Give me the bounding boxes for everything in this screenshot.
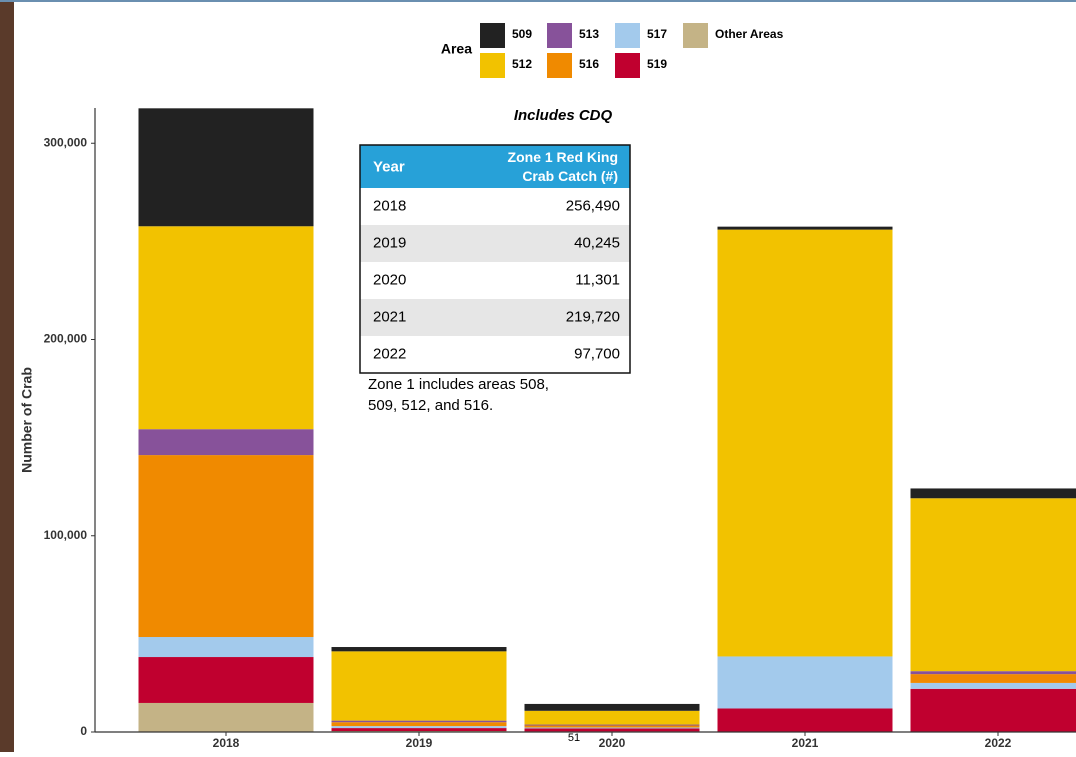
y-tick-label: 0 bbox=[80, 724, 87, 738]
legend-title: Area bbox=[441, 41, 472, 57]
bar-segment bbox=[332, 647, 507, 651]
bar-segment bbox=[525, 728, 700, 731]
x-tick-label: 2019 bbox=[406, 736, 433, 750]
bar-segment bbox=[139, 108, 314, 226]
bar-segment bbox=[525, 725, 700, 726]
bar-segment bbox=[911, 671, 1076, 674]
header-line: Zone 1 Red King bbox=[508, 149, 618, 165]
chart: Number of Crab Includes CDQ Area 51 0 100… bbox=[0, 0, 1076, 752]
bar-segment bbox=[332, 728, 507, 731]
page-number: 51 bbox=[568, 732, 580, 744]
footnote-line: 509, 512, and 516. bbox=[368, 397, 493, 414]
bar-segment bbox=[332, 726, 507, 728]
x-tick-label: 2018 bbox=[213, 736, 240, 750]
table-cell: 40,245 bbox=[574, 234, 620, 251]
bar-segment bbox=[718, 656, 893, 708]
table-cell: 2020 bbox=[373, 271, 406, 288]
bar-segment bbox=[911, 674, 1076, 683]
x-tick-label: 2022 bbox=[985, 736, 1012, 750]
legend-label: 512 bbox=[512, 57, 532, 71]
x-tick-label: 2020 bbox=[599, 736, 626, 750]
table-cell: 11,301 bbox=[575, 271, 620, 288]
bar-segment bbox=[911, 683, 1076, 689]
top-border bbox=[0, 0, 1076, 2]
legend-swatch bbox=[547, 23, 572, 48]
legend-swatch bbox=[547, 53, 572, 78]
legend-label: 516 bbox=[579, 57, 599, 71]
bar-segment bbox=[525, 711, 700, 725]
legend-label: 509 bbox=[512, 27, 532, 41]
y-tick-label: 200,000 bbox=[44, 332, 88, 346]
bar-segment bbox=[525, 727, 700, 728]
y-tick-label: 100,000 bbox=[44, 528, 88, 542]
legend-swatch bbox=[615, 23, 640, 48]
y-tick-label: 300,000 bbox=[44, 135, 88, 149]
table-header-cell: Year bbox=[373, 158, 405, 175]
bar-segment bbox=[911, 488, 1076, 498]
legend-swatch bbox=[480, 53, 505, 78]
bar-segment bbox=[525, 704, 700, 711]
bar-segment bbox=[139, 455, 314, 637]
y-axis-label: Number of Crab bbox=[19, 367, 35, 473]
table-cell: 97,700 bbox=[574, 345, 620, 362]
bar-segment bbox=[332, 721, 507, 723]
bar-segment bbox=[718, 230, 893, 657]
table-cell: 2022 bbox=[373, 345, 406, 362]
side-image-strip bbox=[0, 0, 14, 752]
x-tick-label: 2021 bbox=[792, 736, 819, 750]
bar-segment bbox=[139, 703, 314, 732]
chart-title: Includes CDQ bbox=[514, 107, 613, 124]
table-cell: 2019 bbox=[373, 234, 406, 251]
bar-segment bbox=[139, 637, 314, 657]
header-line: Crab Catch (#) bbox=[522, 168, 618, 184]
table-cell: 2018 bbox=[373, 197, 406, 214]
legend-swatch bbox=[480, 23, 505, 48]
legend-label: 517 bbox=[647, 27, 667, 41]
legend-label: 519 bbox=[647, 57, 667, 71]
table-cell: 2021 bbox=[373, 308, 406, 325]
footnote: Zone 1 includes areas 508, 509, 512, and … bbox=[368, 376, 549, 414]
legend-label: 513 bbox=[579, 27, 599, 41]
bar-segment bbox=[718, 227, 893, 230]
legend-swatch bbox=[683, 23, 708, 48]
legend-label: Other Areas bbox=[715, 27, 784, 41]
bar-segment bbox=[332, 722, 507, 726]
bar-segment bbox=[332, 651, 507, 720]
bar-segment bbox=[525, 726, 700, 728]
legend-swatch bbox=[615, 53, 640, 78]
table-cell: 219,720 bbox=[566, 308, 620, 325]
bar-segment bbox=[911, 498, 1076, 671]
bar-segment bbox=[718, 708, 893, 732]
bar-segment bbox=[911, 689, 1076, 732]
table-cell: 256,490 bbox=[566, 197, 620, 214]
bar-segment bbox=[139, 226, 314, 429]
footnote-line: Zone 1 includes areas 508, bbox=[368, 376, 549, 393]
bar-segment bbox=[139, 429, 314, 455]
bar-segment bbox=[139, 657, 314, 703]
